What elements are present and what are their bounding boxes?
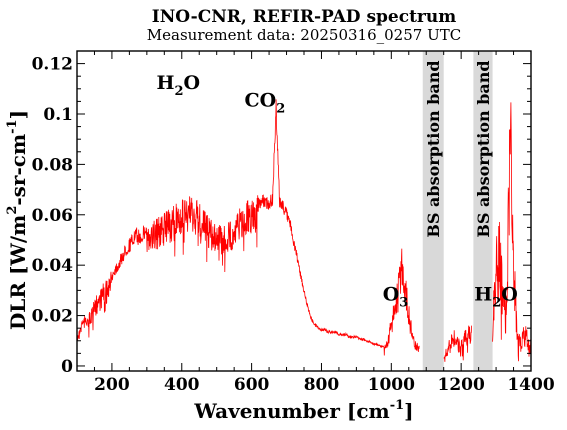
species-annotation-4: H2O [474, 283, 518, 310]
absorption-bands: BS absorption band BS absorption band [422, 51, 493, 371]
chart-subtitle: Measurement data: 20250316_0257 UTC [147, 26, 461, 44]
species-annotation-2: CO2 [245, 89, 286, 116]
spectrum-line-segment-3 [492, 102, 531, 362]
y-tick-label: 0.1 [43, 105, 73, 125]
plot-frame [76, 50, 532, 372]
x-tick-labels: 200 400 600 800 1000 1200 1400 [94, 375, 555, 395]
series-layer [77, 99, 531, 362]
absorption-band-label-2: BS absorption band [474, 60, 493, 237]
y-tick-label: 0.02 [32, 307, 73, 327]
y-tick-labels: 0 0.02 0.04 0.06 0.08 0.1 0.12 [32, 55, 74, 377]
y-tick-label: 0.04 [32, 256, 74, 276]
x-tick-label: 1200 [437, 375, 484, 395]
chart-title: INO-CNR, REFIR-PAD spectrum [152, 7, 456, 27]
species-annotation-3: O3 [383, 283, 409, 310]
absorption-band-1 [422, 51, 444, 371]
y-tick-label: 0.12 [32, 55, 73, 75]
y-axis-label: DLR [W/m2-sr-cm-1] [5, 110, 30, 330]
x-axis-label: Wavenumber [cm-1] [193, 398, 413, 423]
x-tick-label: 1000 [368, 375, 415, 395]
absorption-band-label-1: BS absorption band [424, 60, 443, 237]
x-tick-label: 200 [94, 375, 130, 395]
y-tick-label: 0.08 [32, 155, 73, 175]
x-tick-label: 600 [234, 375, 270, 395]
spectrum-line-segment-2 [443, 325, 472, 362]
annotations: H2O CO2 O3 H2O [156, 72, 517, 311]
axis-ticks [76, 51, 532, 371]
x-tick-label: 400 [164, 375, 200, 395]
absorption-band-2 [473, 51, 493, 371]
x-tick-label: 1400 [507, 375, 554, 395]
spectrum-line-segment-1 [77, 99, 420, 356]
y-tick-label: 0.06 [32, 206, 73, 226]
y-tick-label: 0 [61, 357, 73, 377]
x-tick-label: 800 [304, 375, 340, 395]
species-annotation-1: H2O [156, 72, 200, 99]
